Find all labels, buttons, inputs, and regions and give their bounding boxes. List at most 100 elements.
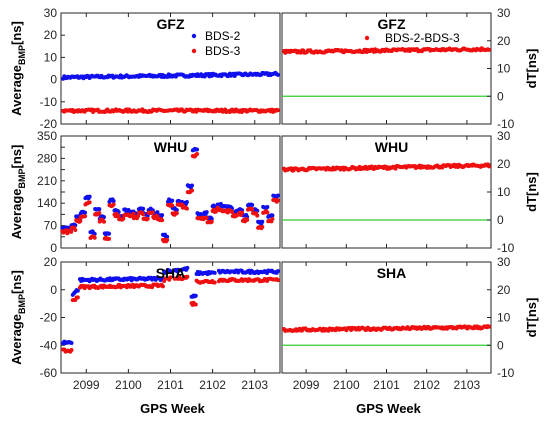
- plot-frame: [281, 261, 492, 374]
- y-tick-label: 10: [497, 62, 511, 76]
- data-point: [168, 269, 173, 274]
- data-point: [97, 207, 102, 212]
- data-point: [160, 213, 165, 218]
- data-point: [255, 213, 260, 218]
- y-tick-label: 10: [497, 185, 511, 199]
- data-point: [155, 210, 160, 215]
- data-point: [160, 284, 165, 289]
- series-bds-3: [60, 151, 280, 244]
- data-point: [121, 216, 126, 221]
- y-axis-label-main: Average: [9, 314, 24, 365]
- y-tick-label: 10: [44, 50, 58, 64]
- data-point: [111, 199, 116, 204]
- panel-sha-avg: -60 -40 -20 0 20 SHA: [40, 255, 281, 380]
- y-axis-label-subscript: BMP: [17, 169, 27, 189]
- data-point: [212, 280, 217, 285]
- x-tick-label: 2099: [293, 378, 320, 392]
- data-point: [87, 200, 92, 205]
- x-axis-label: GPS Week: [356, 401, 422, 416]
- right-y-axis-label: dT[ns]: [524, 298, 539, 338]
- plot-frame: [281, 135, 492, 249]
- data-point: [260, 224, 265, 229]
- legend-label: BDS-2-BDS-3: [385, 31, 460, 45]
- data-point: [75, 288, 80, 293]
- data-point: [165, 237, 170, 242]
- series-bds-2-bds-3: [282, 46, 491, 55]
- y-tick-label: 30: [497, 255, 511, 269]
- data-point: [250, 207, 255, 212]
- data-point: [75, 295, 80, 300]
- y-tick-label: 0: [497, 338, 504, 352]
- y-axis-label-main: Average: [9, 65, 24, 116]
- y-tick-label: -40: [40, 338, 58, 352]
- data-point: [92, 235, 97, 240]
- data-point: [193, 302, 198, 307]
- y-tick-label: 30: [44, 6, 58, 20]
- data-point: [131, 211, 136, 216]
- series-bds-3: [61, 274, 280, 354]
- series-bds-3: [61, 107, 280, 115]
- series-bds-2-bds-3: [282, 162, 491, 173]
- right-y-axis-label: dT[ns]: [524, 172, 539, 212]
- data-point: [195, 147, 200, 152]
- data-point: [184, 206, 189, 211]
- plot-frame: [281, 12, 492, 125]
- legend-marker: [191, 33, 197, 39]
- data-point: [250, 203, 255, 208]
- y-tick-label: -10: [497, 117, 515, 131]
- data-point: [204, 210, 209, 215]
- y-axis-label-main: Average: [9, 189, 24, 240]
- data-point: [245, 217, 250, 222]
- panel-title: SHA: [156, 265, 186, 281]
- y-tick-label: 70: [44, 219, 58, 233]
- y-axis-label-subscript: BMP: [17, 45, 27, 65]
- legend-label: BDS-3: [205, 44, 241, 58]
- data-point: [101, 219, 106, 224]
- data-point: [195, 151, 200, 156]
- data-point: [111, 202, 116, 207]
- x-tick-label: 2100: [333, 378, 360, 392]
- x-tick-label: 2103: [241, 378, 268, 392]
- x-axis-label: GPS Week: [140, 401, 206, 416]
- data-point: [116, 214, 121, 219]
- data-point: [185, 265, 190, 270]
- y-axis-label: AverageBMP[ns]: [9, 270, 27, 365]
- y-axis-label-unit: [ns]: [9, 270, 24, 294]
- data-point: [275, 269, 280, 274]
- data-point: [275, 198, 280, 203]
- x-tick-label: 2100: [115, 378, 142, 392]
- data-point: [209, 219, 214, 224]
- data-point: [170, 198, 175, 203]
- panel-sha-diff: -10 0 10 20 30 SHA: [281, 255, 515, 380]
- y-tick-label: 30: [497, 6, 511, 20]
- data-point: [69, 229, 74, 234]
- data-point: [189, 188, 194, 193]
- y-tick-label: 20: [497, 283, 511, 297]
- y-tick-label: 210: [37, 174, 57, 188]
- data-point: [275, 108, 280, 113]
- data-point: [136, 214, 141, 219]
- data-point: [83, 214, 88, 219]
- y-tick-label: -60: [40, 366, 58, 380]
- x-tick-label: 2102: [413, 378, 440, 392]
- data-point: [209, 216, 214, 221]
- data-point: [107, 231, 112, 236]
- panel-title: WHU: [154, 139, 187, 155]
- y-tick-label: -10: [40, 95, 58, 109]
- data-point: [193, 293, 198, 298]
- data-point: [145, 216, 150, 221]
- x-tick-label: 2099: [73, 378, 100, 392]
- data-point: [83, 210, 88, 215]
- legend-label: BDS-2: [205, 29, 241, 43]
- panel-whu-diff: -10 0 10 20 30 WHU: [281, 129, 515, 255]
- data-point: [270, 217, 275, 222]
- y-tick-label: 20: [497, 157, 511, 171]
- data-point: [486, 47, 491, 52]
- data-point: [212, 270, 217, 275]
- data-point: [73, 227, 78, 232]
- data-point: [174, 211, 179, 216]
- right-y-axis-label: dT[ns]: [524, 49, 539, 89]
- data-point: [275, 72, 280, 77]
